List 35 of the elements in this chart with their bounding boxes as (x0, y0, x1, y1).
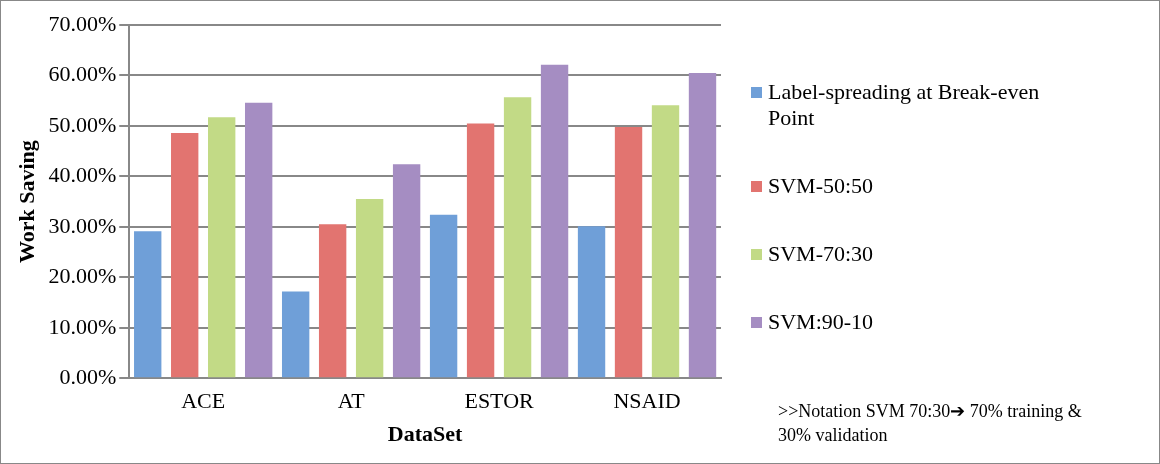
bar (577, 226, 606, 378)
legend-label: SVM:90-10 (768, 309, 874, 335)
bar (355, 199, 384, 378)
bar (688, 72, 717, 378)
legend-label: SVM-50:50 (768, 173, 874, 199)
x-tick-label: NSAID (613, 388, 681, 414)
y-tick-label: 40.00% (48, 162, 117, 188)
x-tick-label: ESTOR (464, 388, 535, 414)
bar (318, 224, 347, 378)
bar (503, 97, 532, 378)
bar (429, 214, 458, 378)
legend-label: SVM-70:30 (768, 241, 874, 267)
y-tick-label: 10.00% (48, 313, 117, 339)
text: >>Notation SVM 70:30➔ 70% training & 30% validation (778, 400, 1083, 447)
bar (244, 102, 273, 378)
x-tick-label: AT (337, 388, 366, 414)
bar (614, 126, 643, 378)
y-tick-label: 20.00% (48, 263, 117, 289)
x-axis-title: DataSet (387, 421, 464, 447)
legend-label: Label-spreading at Break-even Point (768, 79, 1041, 131)
y-tick-label: 50.00% (48, 111, 117, 137)
y-tick-label: 60.00% (48, 61, 117, 87)
bar (540, 64, 569, 378)
bar (134, 231, 162, 378)
bar (651, 105, 680, 378)
bar (171, 132, 199, 378)
bar (466, 123, 495, 378)
y-axis-title: Work Saving (13, 140, 39, 264)
bar (281, 291, 310, 378)
bar (208, 117, 236, 378)
y-tick-label: 30.00% (48, 212, 117, 238)
x-tick-label: ACE (181, 388, 226, 414)
y-tick-label: 70.00% (48, 10, 117, 36)
y-tick-label: 0.00% (59, 363, 117, 389)
bar (392, 164, 421, 378)
